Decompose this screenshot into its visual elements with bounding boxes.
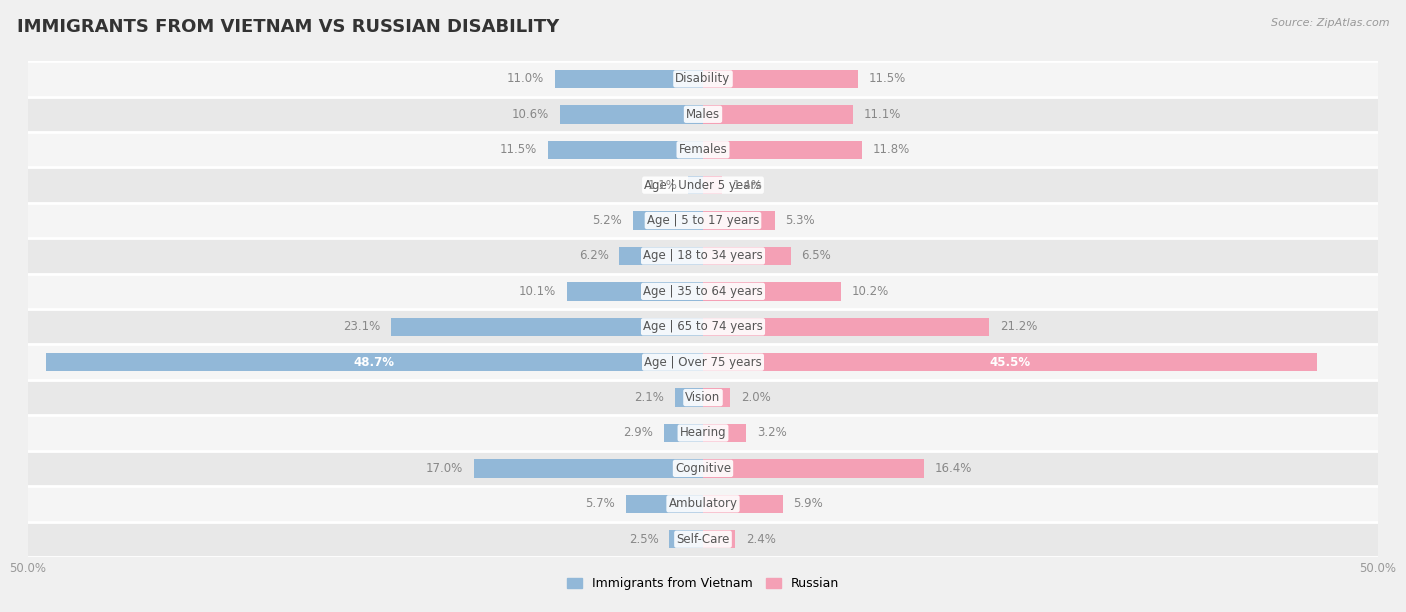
Bar: [688, 176, 703, 195]
Text: 16.4%: 16.4%: [935, 462, 973, 475]
Text: Cognitive: Cognitive: [675, 462, 731, 475]
Bar: [28, 345, 1378, 380]
Bar: [28, 416, 1378, 450]
Text: 10.1%: 10.1%: [519, 285, 555, 298]
Bar: [703, 530, 735, 548]
Text: Age | 18 to 34 years: Age | 18 to 34 years: [643, 250, 763, 263]
Bar: [560, 105, 703, 124]
Text: 2.0%: 2.0%: [741, 391, 770, 404]
Bar: [675, 389, 703, 407]
Bar: [703, 318, 990, 336]
Text: 45.5%: 45.5%: [990, 356, 1031, 368]
Bar: [28, 309, 1378, 345]
Bar: [703, 176, 721, 195]
Bar: [28, 238, 1378, 274]
Bar: [474, 459, 703, 477]
Bar: [28, 274, 1378, 309]
Text: Females: Females: [679, 143, 727, 156]
Text: 10.6%: 10.6%: [512, 108, 550, 121]
Text: Hearing: Hearing: [679, 427, 727, 439]
Text: 6.2%: 6.2%: [579, 250, 609, 263]
Bar: [703, 141, 862, 159]
Text: Age | 65 to 74 years: Age | 65 to 74 years: [643, 320, 763, 334]
Text: 21.2%: 21.2%: [1000, 320, 1038, 334]
Text: Self-Care: Self-Care: [676, 532, 730, 546]
Text: 3.2%: 3.2%: [756, 427, 787, 439]
Bar: [28, 61, 1378, 97]
Bar: [633, 211, 703, 230]
Bar: [28, 380, 1378, 416]
Text: 2.1%: 2.1%: [634, 391, 664, 404]
Bar: [703, 282, 841, 300]
Text: Age | Under 5 years: Age | Under 5 years: [644, 179, 762, 192]
Text: 11.5%: 11.5%: [869, 72, 907, 86]
Bar: [28, 132, 1378, 168]
Text: IMMIGRANTS FROM VIETNAM VS RUSSIAN DISABILITY: IMMIGRANTS FROM VIETNAM VS RUSSIAN DISAB…: [17, 18, 560, 36]
Text: Age | 5 to 17 years: Age | 5 to 17 years: [647, 214, 759, 227]
Text: 11.1%: 11.1%: [863, 108, 901, 121]
Text: 1.1%: 1.1%: [648, 179, 678, 192]
Text: Disability: Disability: [675, 72, 731, 86]
Text: 5.9%: 5.9%: [793, 498, 823, 510]
Bar: [703, 389, 730, 407]
Text: 5.3%: 5.3%: [786, 214, 815, 227]
Text: 23.1%: 23.1%: [343, 320, 381, 334]
Text: 5.2%: 5.2%: [592, 214, 621, 227]
Text: Males: Males: [686, 108, 720, 121]
Text: 2.4%: 2.4%: [747, 532, 776, 546]
Bar: [554, 70, 703, 88]
Text: 11.5%: 11.5%: [499, 143, 537, 156]
Bar: [28, 168, 1378, 203]
Text: 17.0%: 17.0%: [426, 462, 463, 475]
Text: Vision: Vision: [685, 391, 721, 404]
Text: Age | 35 to 64 years: Age | 35 to 64 years: [643, 285, 763, 298]
Text: 6.5%: 6.5%: [801, 250, 831, 263]
Bar: [703, 353, 1317, 371]
Bar: [703, 105, 853, 124]
Text: 10.2%: 10.2%: [852, 285, 889, 298]
Bar: [45, 353, 703, 371]
Text: 11.0%: 11.0%: [506, 72, 544, 86]
Text: 48.7%: 48.7%: [354, 356, 395, 368]
Bar: [703, 494, 783, 513]
Bar: [669, 530, 703, 548]
Bar: [664, 424, 703, 442]
Bar: [703, 211, 775, 230]
Bar: [703, 424, 747, 442]
Bar: [28, 97, 1378, 132]
Bar: [703, 459, 924, 477]
Bar: [626, 494, 703, 513]
Bar: [28, 521, 1378, 557]
Text: Age | Over 75 years: Age | Over 75 years: [644, 356, 762, 368]
Text: 1.4%: 1.4%: [733, 179, 762, 192]
Text: Ambulatory: Ambulatory: [668, 498, 738, 510]
Bar: [703, 247, 790, 265]
Bar: [28, 203, 1378, 238]
Text: Source: ZipAtlas.com: Source: ZipAtlas.com: [1271, 18, 1389, 28]
Bar: [28, 486, 1378, 521]
Text: 5.7%: 5.7%: [585, 498, 616, 510]
Bar: [703, 70, 858, 88]
Bar: [619, 247, 703, 265]
Text: 11.8%: 11.8%: [873, 143, 910, 156]
Text: 2.9%: 2.9%: [623, 427, 652, 439]
Bar: [28, 450, 1378, 486]
Text: 2.5%: 2.5%: [628, 532, 658, 546]
Bar: [391, 318, 703, 336]
Legend: Immigrants from Vietnam, Russian: Immigrants from Vietnam, Russian: [562, 572, 844, 595]
Bar: [548, 141, 703, 159]
Bar: [567, 282, 703, 300]
